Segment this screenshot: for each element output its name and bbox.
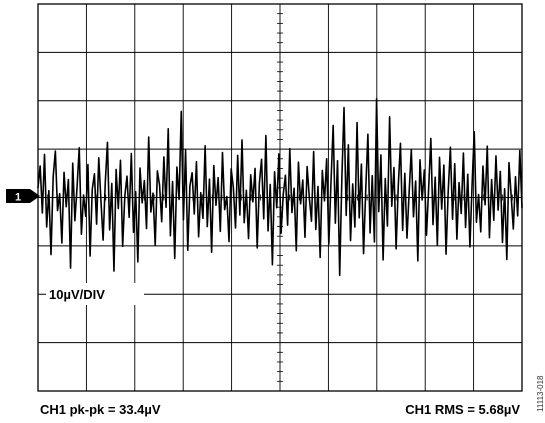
figure-id: 11113-018 [536, 375, 545, 412]
channel-marker-box [6, 189, 30, 203]
trace-line [37, 98, 523, 277]
channel-marker-label: 1 [15, 192, 21, 204]
channel-1-trace [37, 98, 523, 277]
channel-1-marker: 1 [6, 189, 40, 204]
pk-pk-measurement: CH1 pk-pk = 33.4µV [40, 402, 161, 417]
channel-marker-arrow [30, 189, 40, 203]
scale-label-background [46, 283, 144, 305]
rms-measurement: CH1 RMS = 5.68µV [405, 402, 520, 417]
scale-label: 10µV/DIV [49, 287, 105, 302]
